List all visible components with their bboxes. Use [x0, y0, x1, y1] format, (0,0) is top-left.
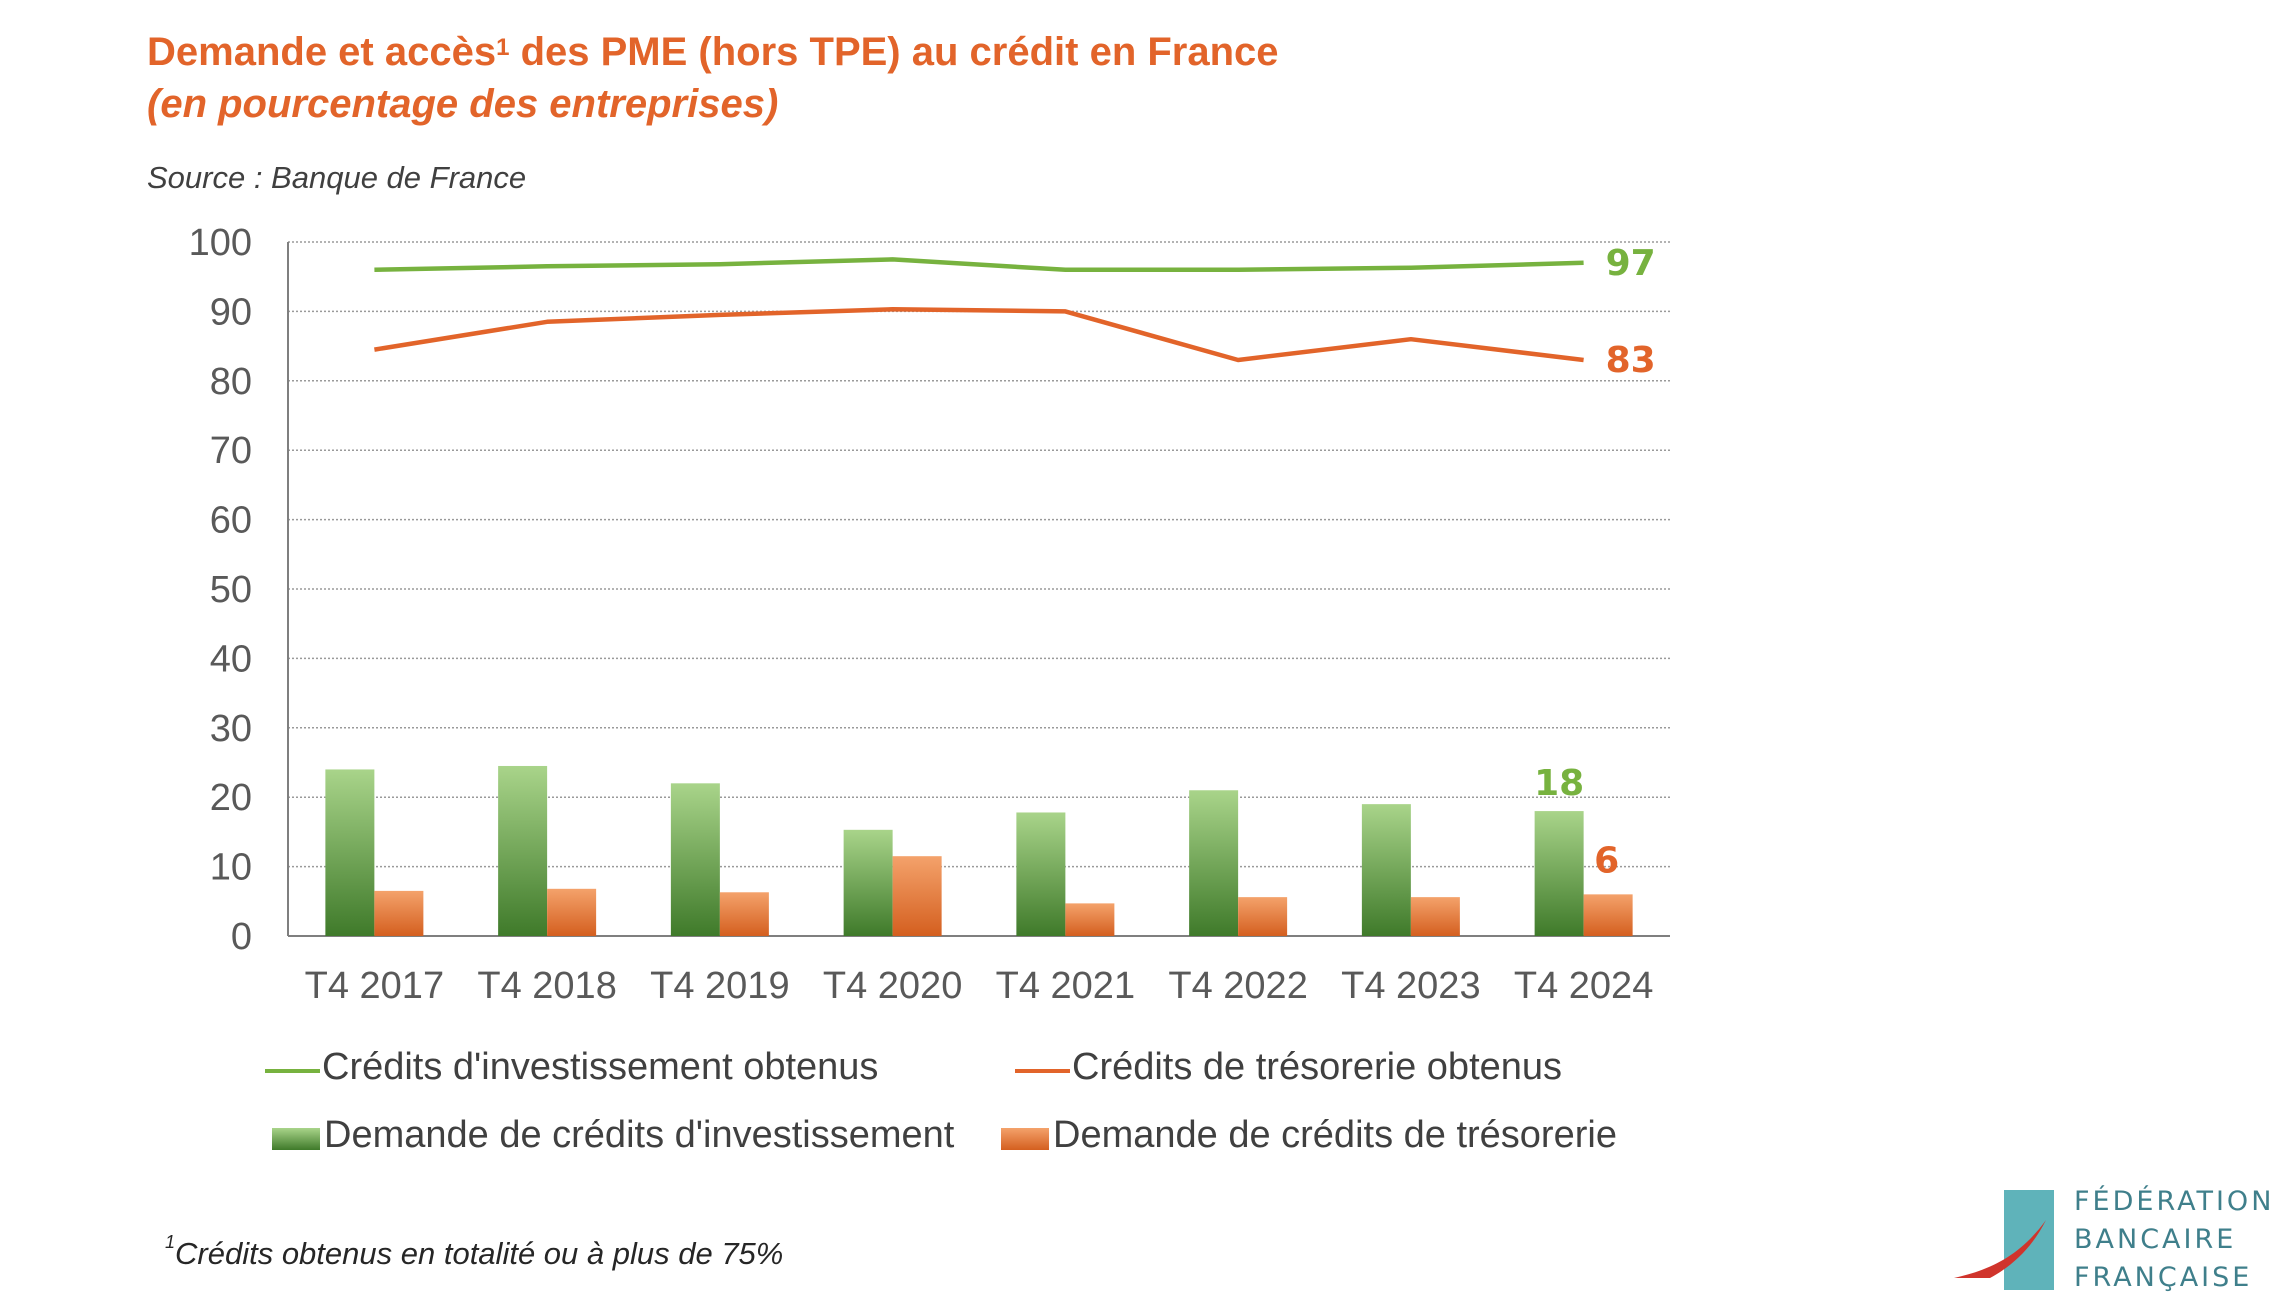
bar-investment-demand [1016, 812, 1066, 936]
line-treasury-obtained [374, 307, 1584, 363]
logo-text-line2: BANCAIRE [2074, 1224, 2237, 1255]
y-tick-label-90: 90 [210, 291, 252, 333]
logo-text-line3: FRANÇAISE [2074, 1262, 2253, 1293]
bar-treasury-demand [1238, 897, 1288, 936]
legend-swatch-investment-demand [272, 1128, 320, 1150]
legend-swatch-treasury-demand [1001, 1128, 1049, 1150]
legend-treasury-obtained: Crédits de trésorerie obtenus [1072, 1046, 1563, 1088]
data-label-investment-obtained-last: 97 [1606, 243, 1656, 284]
footnote-mark: 1 [165, 1232, 176, 1252]
chart-title-main: Demande et accès [147, 30, 497, 74]
y-tick-label-20: 20 [210, 777, 252, 819]
y-tick-label-0: 0 [231, 916, 252, 958]
data-label-treasury-demand-last: 6 [1594, 840, 1619, 881]
logo-text-line1: FÉDÉRATION [2074, 1186, 2275, 1217]
bar-investment-demand [325, 769, 375, 936]
legend-investment-obtained: Crédits d'investissement obtenus [322, 1046, 879, 1088]
bar-investment-demand [843, 829, 893, 936]
chart-title-footnote-mark: 1 [496, 34, 510, 61]
bar-investment-demand [498, 765, 548, 936]
y-tick-label-60: 60 [210, 500, 252, 542]
data-label-investment-demand-last: 18 [1534, 763, 1584, 804]
bar-treasury-demand [1065, 903, 1115, 936]
footnote: 1Crédits obtenus en totalité ou à plus d… [165, 1232, 784, 1272]
bar-investment-demand [1189, 790, 1239, 936]
y-tick-label-10: 10 [210, 847, 252, 889]
bar-treasury-demand [374, 890, 424, 936]
y-tick-label-100: 100 [189, 222, 252, 264]
bar-treasury-demand [1410, 897, 1460, 936]
legend-swatch-investment-obtained [265, 1069, 320, 1073]
legend-treasury-demand: Demande de crédits de trésorerie [1053, 1114, 1617, 1156]
x-tick-label: T4 2018 [477, 965, 616, 1007]
fbf-logo-icon [1954, 1190, 2054, 1290]
bar-treasury-demand [1583, 894, 1633, 936]
chart-title: Demande et accès1 des PME (hors TPE) au … [147, 26, 1279, 78]
x-tick-label: T4 2019 [650, 965, 789, 1007]
data-label-treasury-obtained-last: 83 [1606, 340, 1656, 381]
bar-treasury-demand [547, 888, 597, 936]
y-tick-label-70: 70 [210, 430, 252, 472]
legend-swatch-treasury-obtained [1015, 1069, 1070, 1073]
x-tick-label: T4 2021 [996, 965, 1135, 1007]
footnote-text: Crédits obtenus en totalité ou à plus de… [175, 1236, 784, 1271]
chart-subtitle: (en pourcentage des entreprises) [147, 82, 779, 126]
y-tick-label-30: 30 [210, 708, 252, 750]
x-tick-label: T4 2017 [305, 965, 444, 1007]
bar-investment-demand [1534, 811, 1584, 936]
y-tick-label-40: 40 [210, 638, 252, 680]
chart-source: Source : Banque de France [147, 160, 527, 195]
x-tick-label: T4 2022 [1168, 965, 1307, 1007]
x-tick-label: T4 2020 [823, 965, 962, 1007]
y-tick-label-50: 50 [210, 569, 252, 611]
chart-title-rest: des PME (hors TPE) au crédit en France [509, 30, 1279, 74]
line-investment-obtained [374, 257, 1584, 273]
bar-treasury-demand [719, 892, 769, 936]
bar-treasury-demand [892, 856, 942, 936]
legend-investment-demand: Demande de crédits d'investissement [324, 1114, 955, 1156]
x-tick-label: T4 2024 [1514, 965, 1653, 1007]
bar-investment-demand [670, 783, 720, 936]
x-tick-label: T4 2023 [1341, 965, 1480, 1007]
y-tick-label-80: 80 [210, 361, 252, 403]
bar-investment-demand [1361, 804, 1411, 936]
